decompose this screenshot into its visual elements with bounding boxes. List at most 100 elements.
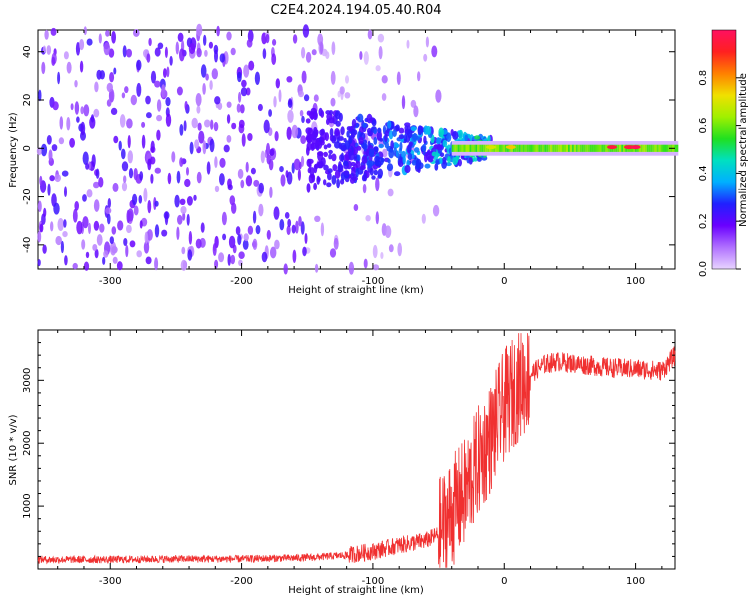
spectrogram-cell	[177, 32, 184, 42]
spectrogram-cell	[156, 114, 163, 122]
spectrogram-cell	[431, 151, 437, 157]
snr-x-axis-label: Height of straight line (km)	[288, 585, 424, 596]
spectrogram-cell	[202, 140, 207, 155]
spectrogram-cell	[435, 160, 440, 165]
figure-title: C2E4.2024.194.05.40.R04	[270, 3, 441, 18]
spectrogram-cell	[336, 178, 340, 189]
spectrogram-cell	[179, 123, 184, 136]
spectrogram-cell	[263, 119, 270, 134]
spectrogram-cell	[79, 39, 85, 51]
spectrogram-cell	[76, 116, 80, 123]
spectrogram-cell	[93, 199, 100, 212]
spectrogram-cell	[223, 144, 230, 153]
spectrogram-cell	[145, 256, 152, 265]
spectrogram-cell	[407, 152, 413, 161]
spectrogram-cell	[228, 235, 236, 249]
spectrogram-cell	[109, 88, 115, 103]
spectrogram-cell	[388, 148, 395, 159]
spectrogram-cell	[51, 56, 56, 66]
spectrogram-cell	[150, 140, 155, 153]
spectrogram-cell	[191, 117, 198, 129]
spectrogram-cell	[175, 41, 179, 55]
spectrogram-cell	[378, 46, 383, 60]
spectrogram-cell	[83, 261, 90, 271]
spectrogram-cell	[48, 149, 53, 162]
spectrogram-cell	[318, 107, 323, 117]
spectrogram-cell	[193, 194, 197, 201]
spectrogram-cell	[607, 145, 617, 150]
snr-series	[37, 333, 676, 568]
spectrogram-cell	[184, 100, 188, 111]
spectrogram-cell	[237, 168, 244, 179]
spectrogram-cell	[439, 159, 443, 164]
spectrogram-cell	[238, 119, 245, 129]
spectrogram-cell	[102, 256, 106, 265]
spectrogram-cell	[328, 149, 333, 155]
spectrogram-cell	[300, 135, 307, 145]
spectrogram-cell	[350, 161, 356, 167]
spectrogram-cell	[44, 29, 49, 40]
spectrogram-cell	[93, 220, 100, 231]
spectrogram-cell	[431, 45, 438, 58]
spectrogram-cell	[72, 262, 78, 270]
spectrogram-cell	[227, 253, 231, 266]
spectrogram-cell	[154, 80, 161, 88]
spectrogram-cell	[112, 256, 118, 264]
spectrogram-cell	[121, 182, 128, 192]
spectrogram-cell	[440, 152, 445, 157]
spectrogram-cell	[363, 51, 369, 65]
snr-line	[37, 333, 676, 568]
spectrogram-cell	[204, 49, 208, 57]
spectrogram-cell	[146, 53, 151, 63]
spectrogram-cell	[293, 158, 301, 171]
spectrogram-cell	[146, 229, 153, 241]
spectrogram-cell	[432, 204, 440, 217]
spectrogram-cell	[325, 51, 330, 59]
spectrogram-x-ticks: -300 -200 -100 0 100	[57, 30, 663, 287]
spectrogram-cell	[163, 90, 168, 98]
spectrogram-cell	[283, 263, 288, 275]
spectrogram-cell	[165, 113, 172, 127]
y-tick-label: -40	[22, 237, 33, 253]
spectrogram-cell	[186, 213, 190, 226]
spectrogram-cell	[286, 126, 292, 140]
spectrogram-cell	[301, 47, 306, 59]
y-tick-label: 3000	[22, 368, 33, 393]
spectrogram-cell	[57, 218, 64, 231]
spectrogram-cell	[373, 146, 379, 153]
spectrogram-cell	[36, 147, 42, 156]
spectrogram-cell	[298, 216, 302, 227]
spectrogram-cell	[230, 254, 236, 265]
x-tick-label: 100	[626, 576, 645, 587]
spectrogram-cell	[103, 250, 109, 258]
spectrogram-cell	[46, 135, 52, 145]
spectrogram-cell	[188, 231, 193, 245]
spectrogram-cell	[210, 119, 214, 130]
spectrogram-cell	[286, 171, 293, 185]
spectrogram-cell	[37, 230, 42, 243]
spectrogram-cell	[258, 182, 265, 194]
spectrogram-cell	[361, 155, 368, 164]
spectrogram-cell	[435, 89, 442, 103]
spectrogram-cell	[226, 114, 231, 124]
spectrogram-cell	[126, 48, 132, 58]
spectrogram-cell	[42, 244, 47, 254]
snr-x-ticks: -300 -200 -100 0 100	[57, 330, 663, 587]
spectrogram-cell	[238, 251, 245, 259]
spectrogram-cell	[338, 136, 344, 141]
spectrogram-cell	[150, 70, 157, 84]
spectrogram-cell	[308, 173, 314, 184]
spectrogram-cell	[356, 145, 362, 151]
spectrogram-cell	[213, 121, 219, 132]
spectrogram-cell	[121, 92, 126, 99]
spectrogram-cell	[74, 80, 78, 88]
spectrogram-cell	[148, 37, 152, 47]
x-tick-label: -100	[362, 576, 385, 587]
spectrogram-cell	[46, 45, 52, 55]
spectrogram-cell	[196, 47, 202, 58]
spectrogram-cell	[266, 154, 271, 165]
spectrogram-cell	[396, 71, 401, 85]
spectrogram-cell	[476, 156, 482, 162]
x-tick-label: -100	[362, 276, 385, 287]
